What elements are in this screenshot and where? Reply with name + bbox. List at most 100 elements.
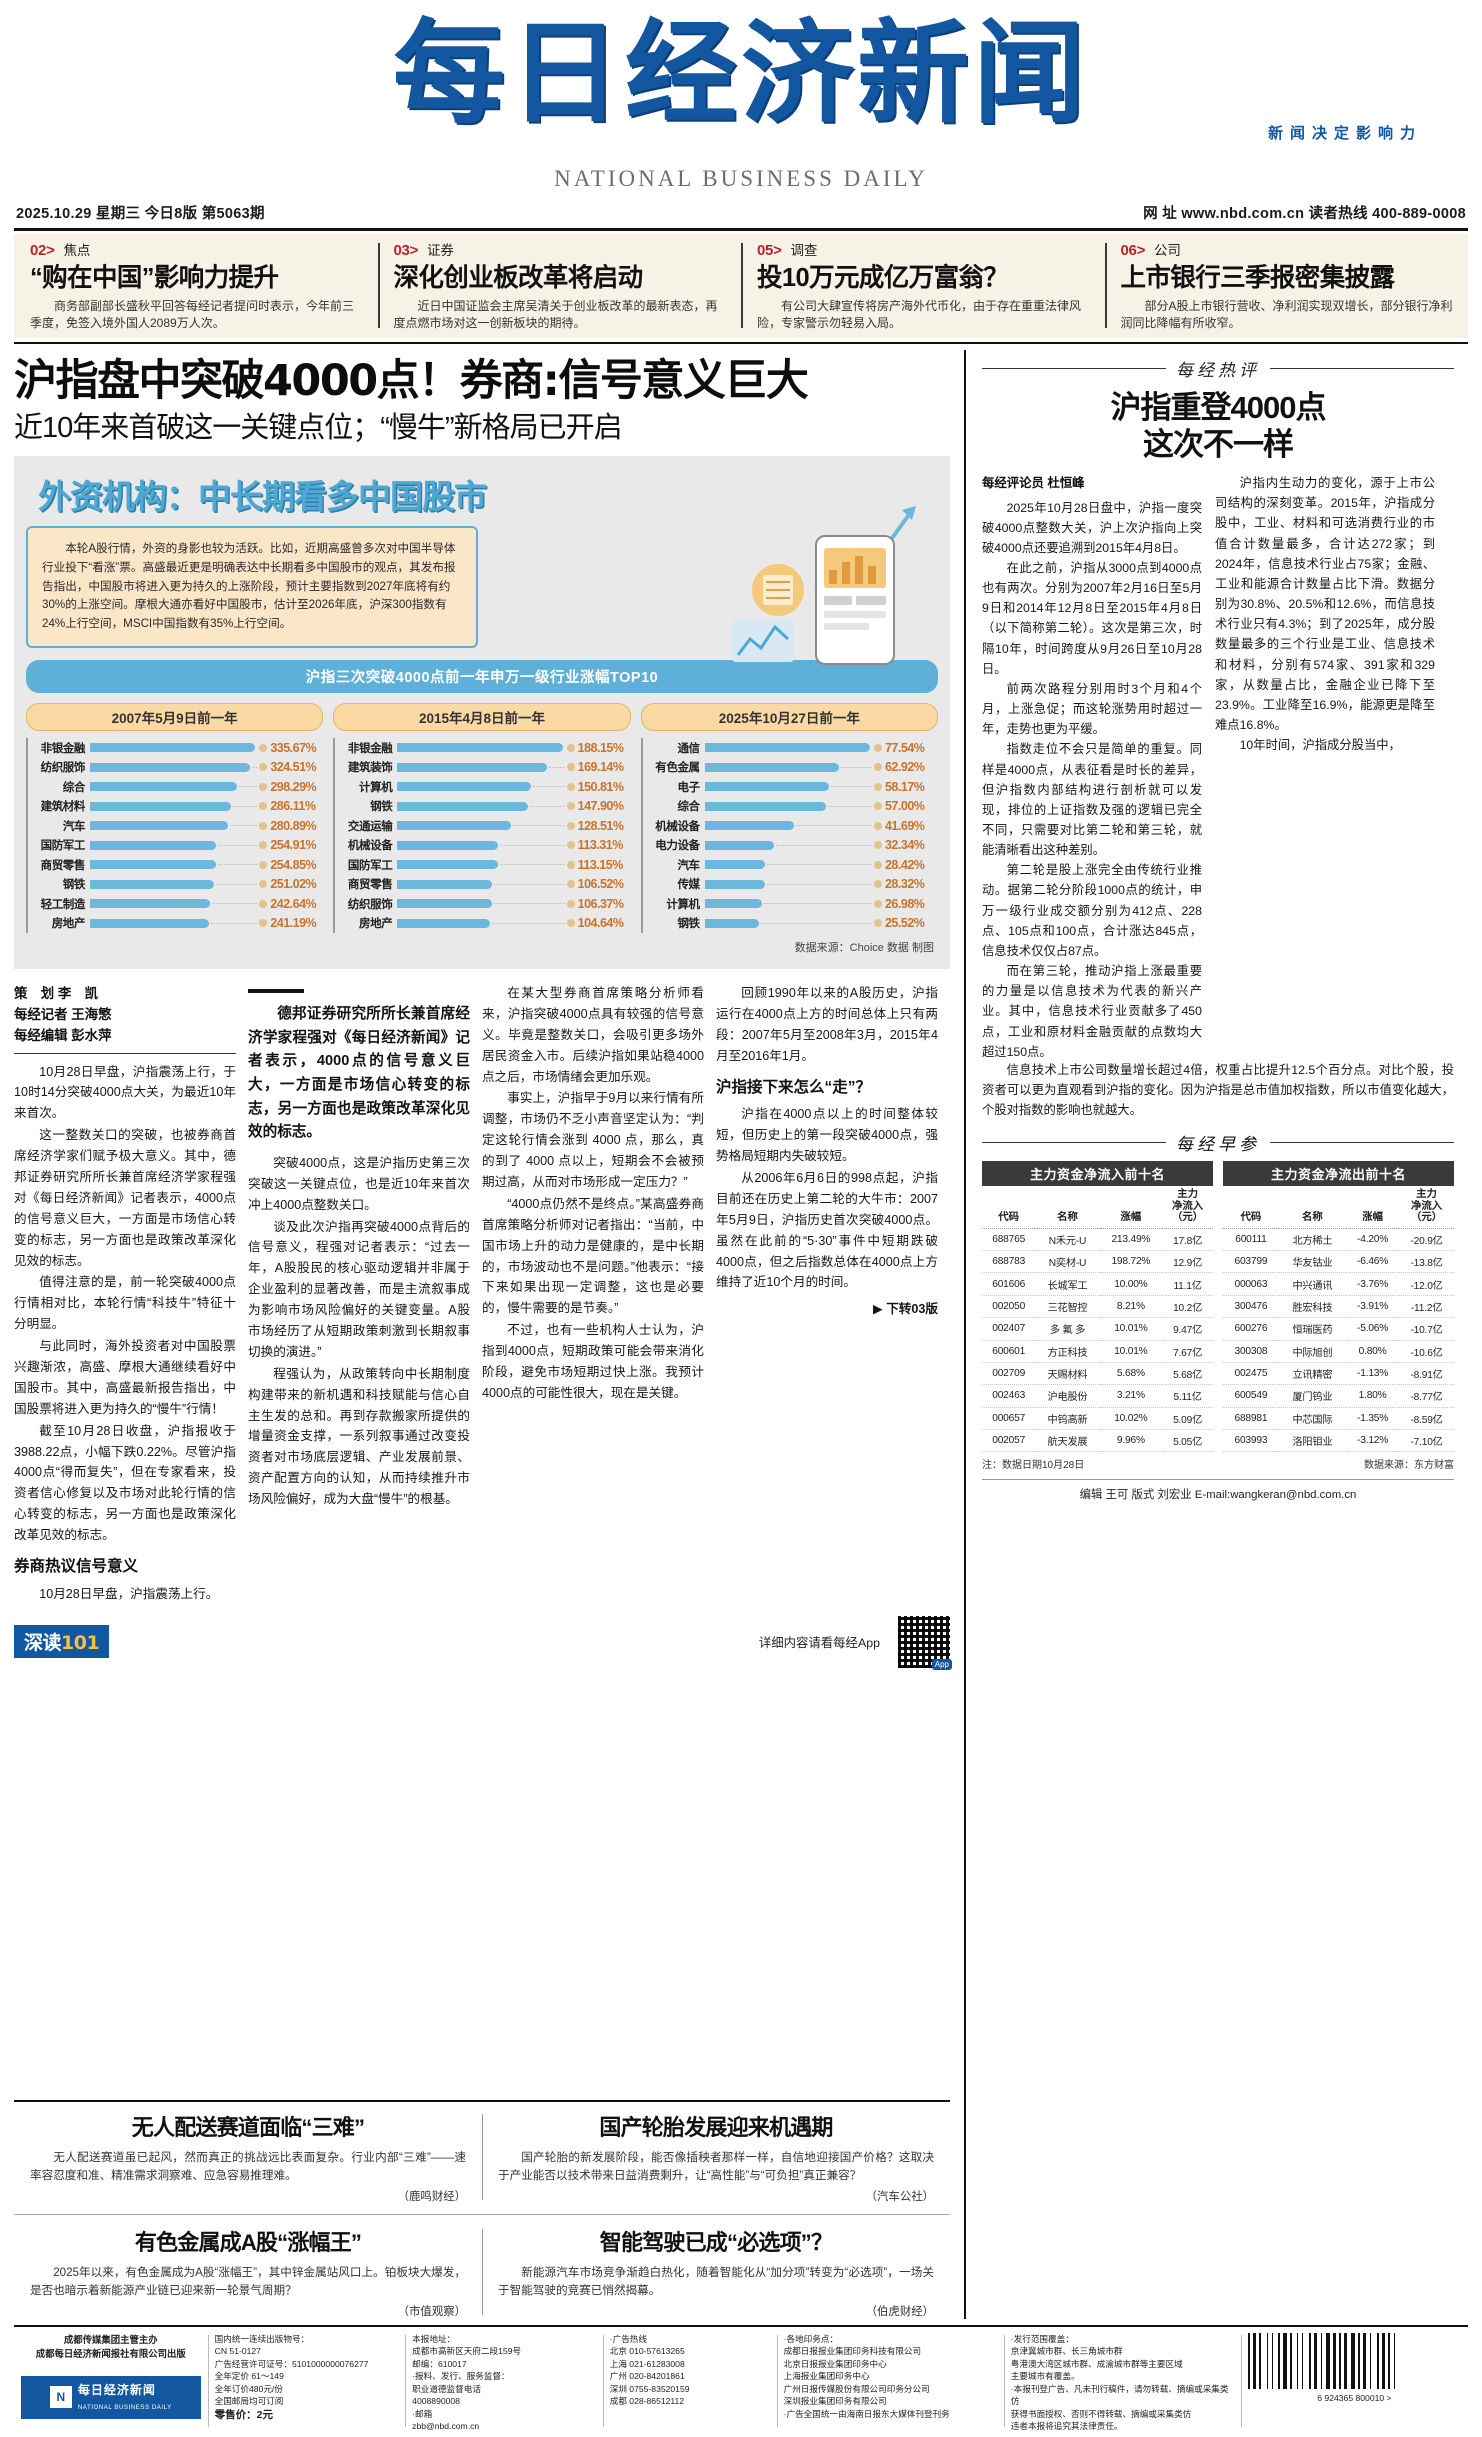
issue-date-line: 2025.10.29 星期三 今日8版 第5063期: [16, 206, 265, 222]
chart-bar-label: 传媒: [677, 879, 700, 892]
barcode-bar: [1362, 2333, 1366, 2389]
table-row[interactable]: 002475 立讯精密 -1.13% -8.91亿: [1223, 1362, 1454, 1386]
table-cell: 5.68亿: [1162, 1362, 1213, 1386]
brief-item[interactable]: 有色金属成A股“涨幅王” 2025年以来，有色金属成为A股“涨幅王”，其中锌金属…: [14, 2225, 482, 2319]
qr-code[interactable]: [898, 1615, 952, 1670]
barcode-bar: [1357, 2333, 1360, 2389]
chart-bar-endpoint: [873, 743, 882, 752]
chart-bar-leader: [217, 844, 258, 846]
teaser-title[interactable]: “购在中国”影响力提升: [30, 264, 279, 292]
barcode-bar: [1298, 2333, 1301, 2389]
chart-bar-fill: [704, 743, 870, 753]
table-cell: N奕材-U: [1035, 1250, 1100, 1274]
chart-bar-endpoint: [873, 821, 882, 830]
table-cell: -11.2亿: [1399, 1295, 1454, 1319]
chart-bar-value: 324.51%: [270, 760, 317, 775]
table-row[interactable]: 603799 华友钴业 -6.46% -13.8亿: [1223, 1250, 1454, 1274]
table-cell: 厦门钨业: [1278, 1384, 1347, 1408]
brief-item[interactable]: 智能驾驶已成“必选项”？ 新能源汽车市场竞争渐趋白热化，随着智能化从“加分项”转…: [482, 2225, 950, 2319]
chart-bar-endpoint: [259, 802, 268, 811]
chart-bar-track: [90, 738, 268, 758]
table-cell: 002050: [982, 1295, 1036, 1319]
table-row[interactable]: 600276 恒瑞医药 -5.06% -10.7亿: [1223, 1317, 1454, 1341]
teaser-item-03[interactable]: 03> 证券 深化创业板改革将启动 近日中国证监会主席吴清关于创业板改革的最新表…: [377, 234, 742, 338]
app-note: 详细内容请看每经App: [758, 1635, 880, 1650]
table-row[interactable]: 300476 胜宏科技 -3.91% -11.2亿: [1223, 1295, 1454, 1319]
teaser-divider: [14, 342, 1468, 344]
footer-barcode-cell: 6 924365 800010 >: [1240, 2333, 1468, 2429]
table-row[interactable]: 002057 航天发展 9.96% 5.05亿: [982, 1429, 1213, 1453]
teaser-item-05[interactable]: 05> 调查 投10万元成亿万富翁？ 有公司大肆宣传将房产海外代币化，由于存在重…: [741, 234, 1105, 338]
lead-headline[interactable]: 沪指盘中突破4000点！券商:信号意义巨大: [14, 356, 809, 406]
chart-bar-leader: [215, 883, 258, 885]
table-row[interactable]: 000657 中钨高新 10.02% 5.09亿: [982, 1407, 1213, 1431]
table-row[interactable]: 002463 沪电股份 3.21% 5.11亿: [982, 1384, 1213, 1408]
table-body: 600111 北方稀土 -4.20% -20.9亿 603799 华友钴业 -6.46% -1…: [1223, 1228, 1454, 1453]
commentary-column-1: 每经评论员 杜恒峰 2025年10月28日盘中，沪指一度突破4000点整数大关，…: [982, 473, 1202, 1062]
chart-bar-track: [397, 894, 575, 914]
brief-title[interactable]: 无人配送赛道面临“三难”: [131, 2115, 365, 2141]
chart-bar-leader: [230, 825, 258, 827]
article-column-4: 回顾1990年以来的A股历史，沪指运行在4000点上方的时间总体上只有两段：20…: [716, 983, 938, 1606]
brief-body: 国产轮胎的新发展阶段，能否像插秧者那样一样，自信地迎接国产价格？这取决于产业能否…: [498, 2151, 934, 2183]
table-row[interactable]: 688765 N禾元-U 213.49% 17.8亿: [982, 1228, 1213, 1252]
chart-bar-value: 169.14%: [577, 760, 624, 775]
teaser-title[interactable]: 深化创业板改革将启动: [393, 264, 644, 292]
commentary-paragraph: 10年时间，沪指成分股当中，: [1239, 738, 1401, 753]
table-row[interactable]: 600549 厦门钨业 1.80% -8.77亿: [1223, 1384, 1454, 1408]
chart-bar-fill: [704, 918, 760, 928]
footer-brand-en: NATIONAL BUSINESS DAILY: [77, 2403, 172, 2411]
table-cell: 华友钴业: [1278, 1250, 1347, 1274]
dist-line-2: 粤港澳大湾区城市群、成渝城市群等主要区域: [1010, 2358, 1183, 2369]
table-cell: 300476: [1223, 1295, 1279, 1319]
chart-panel-2025: 2025年10月27日前一年 通信 77.54% 有色金属 62.92% 电子 58.17…: [640, 703, 938, 933]
chart-bar-value: 298.29%: [270, 779, 317, 794]
table-cell: 航天发展: [1035, 1429, 1100, 1453]
footer-publisher: 成都传媒集团主管主办 成都每日经济新闻报社有限公司出版 N 每日经济新闻 NAT…: [14, 2333, 208, 2429]
teaser-title[interactable]: 投10万元成亿万富翁？: [757, 264, 1009, 292]
table-row[interactable]: 688783 N奕材-U 198.72% 12.9亿: [982, 1250, 1213, 1274]
chart-bar-row: 汽车 28.42%: [643, 855, 938, 875]
table-row[interactable]: 002050 三花智控 8.21% 10.2亿: [982, 1295, 1213, 1319]
chart-bar-row: 钢铁 251.02%: [28, 875, 323, 895]
deep-read-strip: 深读101 详细内容请看每经App: [14, 1615, 952, 1670]
chart-bar-value: 254.85%: [270, 857, 317, 872]
teaser-item-02[interactable]: 02> 焦点 “购在中国”影响力提升 商务部副部长盛秋平回答每经记者提问时表示，…: [14, 234, 378, 338]
commentary-paragraph: 第二轮是股上涨完全由传统行业推动。据第二轮分阶段1000点的统计，申万一级行业成…: [982, 863, 1202, 958]
table-cell: 0.80%: [1346, 1340, 1400, 1363]
brief-item[interactable]: 无人配送赛道面临“三难” 无人配送赛道虽已起风，然而真正的挑战远比表面复杂。行业…: [14, 2110, 482, 2204]
table-row[interactable]: 000063 中兴通讯 -3.76% -12.0亿: [1223, 1272, 1454, 1296]
table-row[interactable]: 688981 中芯国际 -1.35% -8.59亿: [1223, 1407, 1454, 1431]
table-row[interactable]: 002407 多 氟 多 10.01% 9.47亿: [982, 1317, 1213, 1341]
barcode-number: 6 924365 800010 >: [1317, 2393, 1392, 2403]
left-column: 沪指盘中突破4000点！券商:信号意义巨大 近10年来首破这一关键点位；“慢牛”…: [14, 350, 964, 2319]
table-row[interactable]: 600601 方正科技 10.01% 7.67亿: [982, 1340, 1213, 1363]
brief-title[interactable]: 国产轮胎发展迎来机遇期: [599, 2115, 833, 2141]
brief-item[interactable]: 国产轮胎发展迎来机遇期 国产轮胎的新发展阶段，能否像插秧者那样一样，自信地迎接国…: [482, 2110, 950, 2204]
table-notes: 注：数据日期10月28日 数据来源：东方财富: [982, 1456, 1454, 1471]
teaser-page-number: 02>: [30, 242, 55, 259]
deep-read-logo[interactable]: 深读101: [14, 1625, 110, 1659]
barcode-bar: [1273, 2333, 1277, 2389]
table-row[interactable]: 600111 北方稀土 -4.20% -20.9亿: [1223, 1228, 1454, 1252]
article-paragraph: 沪指在4000点以上的时间整体较短，但历史上的第一段突破4000点，强势格局短期…: [716, 1107, 938, 1164]
table-row[interactable]: 300308 中际旭创 0.80% -10.6亿: [1223, 1340, 1454, 1363]
teaser-item-06[interactable]: 06> 公司 上市银行三季报密集披露 部分A股上市银行营收、净利润实现双增长，部…: [1104, 234, 1469, 338]
commentary-title[interactable]: 沪指重登4000点 这次不一样: [982, 390, 1454, 463]
table-row[interactable]: 603993 洛阳钼业 -3.12% -7.10亿: [1223, 1429, 1454, 1453]
table-cell: 10.01%: [1099, 1340, 1163, 1363]
brief-title[interactable]: 智能驾驶已成“必选项”？: [599, 2230, 833, 2256]
article-paragraph: 这一整数关口的突破，也被券商首席经济学家们赋予极大意义。其中，德邦证券研究所所长…: [14, 1128, 236, 1268]
chart-bar-fill: [397, 879, 492, 889]
continuation-link[interactable]: ▶ 下转03版: [873, 1302, 938, 1317]
briefs-row-2: 有色金属成A股“涨幅王” 2025年以来，有色金属成为A股“涨幅王”，其中锌金属…: [14, 2225, 950, 2319]
table-row[interactable]: 601606 长城军工 10.00% 11.1亿: [982, 1272, 1213, 1296]
table-cell: 600601: [982, 1340, 1036, 1363]
brief-title[interactable]: 有色金属成A股“涨幅王”: [134, 2230, 362, 2256]
teaser-title[interactable]: 上市银行三季报密集披露: [1120, 264, 1396, 292]
chart-bar-endpoint: [873, 782, 882, 791]
article-paragraph: 值得注意的是，前一轮突破4000点行情相对比，本轮行情“科技牛”特征十分明显。: [14, 1275, 236, 1332]
table-row[interactable]: 002709 天赐材料 5.68% 5.68亿: [982, 1362, 1213, 1386]
table-cell: 002709: [982, 1362, 1036, 1386]
chart-bar-label: 计算机: [666, 898, 700, 911]
